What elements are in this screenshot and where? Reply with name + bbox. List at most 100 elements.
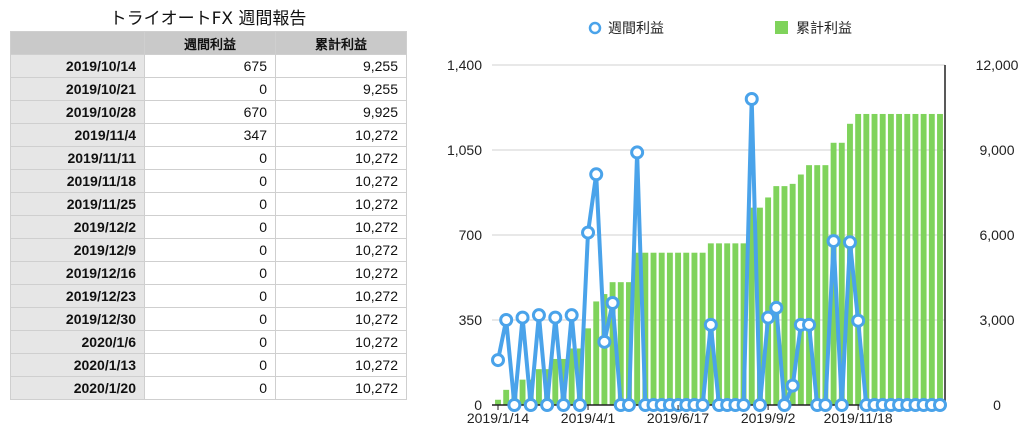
table-title: トライオートFX 週間報告 xyxy=(109,9,307,29)
cumulative-bar xyxy=(658,252,665,405)
weekly-point xyxy=(933,398,947,412)
cumulative-bar xyxy=(585,328,591,405)
table-row: 2019/12/30 0 10,272 xyxy=(10,307,407,331)
weekly-point xyxy=(842,235,857,250)
profit-chart: 週間利益 累計利益 0 350 700 1,050 1,400 0 3,000 6,000 9… xyxy=(447,20,1019,426)
row-weekly: 0 xyxy=(144,77,276,101)
legend-weekly-marker xyxy=(588,21,602,35)
cumulative-bar xyxy=(756,207,763,405)
weekly-point xyxy=(548,310,563,325)
row-cumulative: 10,272 xyxy=(275,238,407,262)
cumulative-bar xyxy=(863,113,870,406)
weekly-point xyxy=(818,398,833,412)
weekly-point xyxy=(556,398,571,412)
cumulative-bar xyxy=(642,252,649,405)
right-axis-tick-label: 3,000 xyxy=(979,312,1014,328)
cumulative-bar xyxy=(716,243,722,405)
cumulative-bar xyxy=(920,113,927,406)
row-date: 2020/1/13 xyxy=(10,353,145,377)
weekly-point xyxy=(736,398,751,412)
cumulative-bar xyxy=(519,379,526,405)
cumulative-bar xyxy=(928,113,935,406)
weekly-point xyxy=(851,313,866,328)
row-date: 2019/10/14 xyxy=(10,54,145,78)
weekly-point xyxy=(531,308,546,323)
weekly-point xyxy=(826,234,841,249)
weekly-point xyxy=(630,145,645,160)
row-weekly: 675 xyxy=(144,54,276,78)
weekly-point xyxy=(589,167,604,182)
row-date: 2019/11/4 xyxy=(10,123,145,147)
row-date: 2019/11/18 xyxy=(10,169,145,193)
weekly-line xyxy=(491,92,947,412)
cumulative-bar xyxy=(781,186,788,405)
cumulative-bar xyxy=(593,301,600,405)
cumulative-bar xyxy=(773,186,780,405)
cumulative-bar xyxy=(912,113,919,406)
table-row: 2020/1/6 0 10,272 xyxy=(10,330,407,354)
row-weekly: 670 xyxy=(144,100,276,124)
cumulative-bar xyxy=(937,113,943,406)
cumulative-bar xyxy=(887,113,894,406)
row-weekly: 0 xyxy=(144,353,276,377)
cumulative-bar xyxy=(552,358,559,405)
weekly-point xyxy=(491,353,505,368)
weekly-point xyxy=(785,378,800,393)
row-weekly: 0 xyxy=(144,307,276,331)
left-axis-tick-label: 0 xyxy=(474,397,482,413)
row-date: 2020/1/20 xyxy=(10,376,145,400)
row-date: 2019/11/11 xyxy=(10,146,145,170)
row-weekly: 0 xyxy=(144,215,276,239)
cumulative-bar xyxy=(634,252,641,405)
x-tick-label: 2019/11/18 xyxy=(824,410,893,426)
left-axis-tick-label: 1,050 xyxy=(447,142,482,158)
row-cumulative: 10,272 xyxy=(275,192,407,216)
row-cumulative: 10,272 xyxy=(275,284,407,308)
cumulative-bar xyxy=(838,142,845,405)
row-cumulative: 10,272 xyxy=(275,146,407,170)
row-cumulative: 9,925 xyxy=(275,100,407,124)
table-row: 2020/1/20 0 10,272 xyxy=(10,376,407,400)
weekly-point xyxy=(507,398,522,412)
cumulative-bar xyxy=(683,252,690,405)
row-cumulative: 10,272 xyxy=(275,330,407,354)
weekly-point xyxy=(802,317,817,332)
right-axis-tick-label: 9,000 xyxy=(979,142,1014,158)
cumulative-bar xyxy=(626,282,632,405)
header-corner xyxy=(10,31,145,55)
cumulative-bar xyxy=(871,113,878,406)
header-weekly-profit: 週間利益 xyxy=(144,31,276,55)
table-row: 2019/12/23 0 10,272 xyxy=(10,284,407,308)
cumulative-bar xyxy=(748,207,755,405)
cumulative-bar xyxy=(765,197,772,405)
cumulative-bar xyxy=(675,252,682,405)
legend-weekly-label: 週間利益 xyxy=(608,20,664,36)
cumulative-bar xyxy=(724,243,731,405)
cumulative-bar xyxy=(797,174,804,405)
cumulative-bar xyxy=(617,282,624,405)
row-date: 2019/10/21 xyxy=(10,77,145,101)
row-cumulative: 10,272 xyxy=(275,123,407,147)
row-cumulative: 10,272 xyxy=(275,215,407,239)
row-weekly: 0 xyxy=(144,330,276,354)
row-weekly: 347 xyxy=(144,123,276,147)
row-cumulative: 10,272 xyxy=(275,353,407,377)
cumulative-bar xyxy=(666,252,673,405)
left-axis-tick-label: 1,400 xyxy=(447,57,482,73)
table-row: 2019/10/28 670 9,925 xyxy=(10,100,407,124)
table-row: 2019/12/2 0 10,272 xyxy=(10,215,407,239)
cumulative-bar xyxy=(650,252,657,405)
cumulative-bar xyxy=(732,243,739,405)
cumulative-bar xyxy=(503,389,510,405)
cumulative-bar xyxy=(568,348,575,405)
table-header-row: 週間利益 累計利益 xyxy=(10,31,407,55)
left-axis-ticks: 0 350 700 1,050 1,400 xyxy=(447,57,482,413)
cumulative-bar xyxy=(740,243,747,405)
cumulative-bar xyxy=(535,369,542,405)
weekly-point xyxy=(769,300,784,315)
weekly-point xyxy=(564,308,579,323)
table-row: 2020/1/13 0 10,272 xyxy=(10,353,407,377)
weekly-point xyxy=(761,310,776,325)
row-cumulative: 9,255 xyxy=(275,77,407,101)
cumulative-bar xyxy=(904,113,911,406)
